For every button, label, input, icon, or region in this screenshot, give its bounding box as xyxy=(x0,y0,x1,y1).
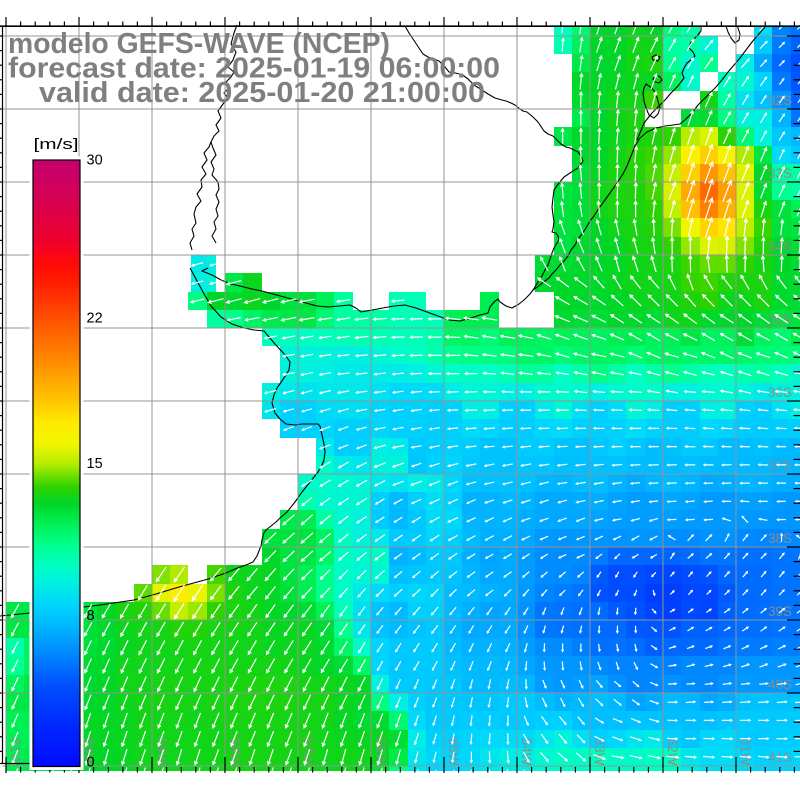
svg-text:34S: 34S xyxy=(768,239,792,254)
svg-text:30: 30 xyxy=(87,153,103,169)
svg-text:61W: 61W xyxy=(8,738,23,766)
svg-text:33S: 33S xyxy=(768,166,792,181)
svg-text:0: 0 xyxy=(87,755,95,771)
svg-text:forecast date: 2025-01-19 06:0: forecast date: 2025-01-19 06:00:00 xyxy=(8,53,500,85)
svg-text:22: 22 xyxy=(87,311,103,327)
svg-text:59W: 59W xyxy=(154,738,169,766)
svg-text:37S: 37S xyxy=(768,458,792,473)
svg-text:8: 8 xyxy=(87,608,95,624)
svg-text:15: 15 xyxy=(87,456,103,472)
svg-text:56W: 56W xyxy=(373,738,388,766)
svg-text:36S: 36S xyxy=(768,385,792,400)
svg-text:58W: 58W xyxy=(227,738,242,766)
svg-text:52W: 52W xyxy=(665,738,680,766)
svg-text:valid date: 2025-01-20 21:00:0: valid date: 2025-01-20 21:00:00 xyxy=(39,77,485,109)
svg-text:53W: 53W xyxy=(592,738,607,766)
svg-text:57W: 57W xyxy=(300,738,315,766)
svg-text:54W: 54W xyxy=(519,738,534,766)
svg-text:38S: 38S xyxy=(768,531,792,546)
svg-text:51W: 51W xyxy=(738,738,753,766)
svg-text:32S: 32S xyxy=(768,93,792,108)
svg-text:60W: 60W xyxy=(81,738,96,766)
svg-text:35S: 35S xyxy=(768,312,792,327)
svg-text:[m/s]: [m/s] xyxy=(34,136,79,153)
svg-text:modelo GEFS-WAVE (NCEP): modelo GEFS-WAVE (NCEP) xyxy=(8,28,390,60)
svg-text:41S: 41S xyxy=(768,750,792,765)
